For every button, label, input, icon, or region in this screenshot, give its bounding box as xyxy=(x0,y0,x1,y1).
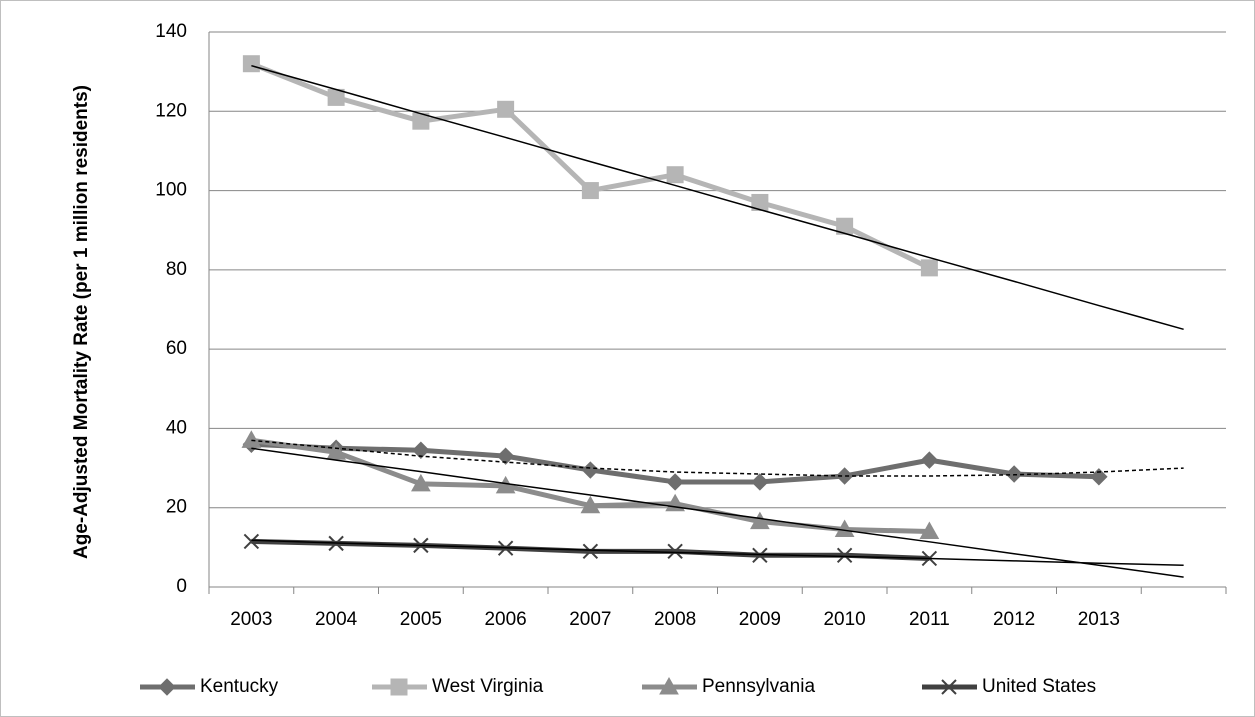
marker xyxy=(411,473,431,492)
x-tick-label: 2003 xyxy=(230,609,272,630)
marker xyxy=(581,182,599,200)
marker xyxy=(241,430,262,448)
marker xyxy=(834,519,855,538)
x-tick-label: 2007 xyxy=(569,609,611,630)
x-tick-label: 2004 xyxy=(315,609,358,630)
marker xyxy=(243,533,260,550)
legend-marker xyxy=(659,676,679,695)
legend-marker xyxy=(390,678,408,696)
legend-label: Kentucky xyxy=(200,676,279,697)
x-tick-label: 2009 xyxy=(739,609,781,630)
legend-item: Kentucky xyxy=(140,676,279,697)
legend-item: United States xyxy=(922,676,1096,697)
marker xyxy=(242,55,260,73)
marker xyxy=(1005,465,1023,483)
legend-item: West Virginia xyxy=(372,676,544,697)
y-tick-label: 120 xyxy=(155,100,187,121)
legend-item: Pennsylvania xyxy=(642,676,815,697)
marker xyxy=(326,442,346,460)
x-tick-label: 2013 xyxy=(1078,609,1120,630)
x-tick-label: 2005 xyxy=(400,609,442,630)
legend-marker xyxy=(158,678,176,696)
marker xyxy=(1090,468,1108,486)
marker xyxy=(496,447,515,465)
x-tick-label: 2011 xyxy=(909,609,950,630)
marker xyxy=(666,166,684,184)
marker xyxy=(582,543,599,560)
marker xyxy=(666,473,684,491)
marker xyxy=(751,473,769,491)
legend-label: West Virginia xyxy=(432,676,544,697)
marker xyxy=(920,451,939,469)
x-tick-label: 2008 xyxy=(654,609,696,630)
marker xyxy=(667,543,683,560)
x-tick-label: 2010 xyxy=(823,609,865,630)
legend-marker xyxy=(941,679,957,695)
x-tick-label: 2012 xyxy=(993,609,1035,630)
marker xyxy=(920,259,938,277)
y-tick-label: 20 xyxy=(166,497,187,518)
x-tick-label: 2006 xyxy=(484,609,526,630)
trendline xyxy=(251,439,1184,477)
marker xyxy=(580,495,601,514)
y-tick-label: 100 xyxy=(155,180,187,201)
y-tick-label: 140 xyxy=(155,21,187,42)
y-tick-label: 60 xyxy=(166,338,187,359)
marker xyxy=(412,441,430,459)
trendline xyxy=(251,64,1184,331)
marker xyxy=(581,461,600,479)
trendline xyxy=(251,539,1184,566)
y-tick-label: 40 xyxy=(166,417,187,438)
marker xyxy=(836,217,854,235)
marker xyxy=(752,547,768,563)
y-tick-label: 80 xyxy=(166,259,187,280)
y-axis-label: Age-Adjusted Mortality Rate (per 1 milli… xyxy=(71,84,92,560)
marker xyxy=(919,521,940,539)
marker xyxy=(495,475,516,494)
legend-label: United States xyxy=(982,676,1096,697)
marker xyxy=(750,511,770,530)
marker xyxy=(497,100,515,118)
marker xyxy=(751,193,769,211)
y-tick-label: 0 xyxy=(176,576,187,597)
legend-label: Pennsylvania xyxy=(702,676,815,697)
marker xyxy=(835,467,854,485)
marker xyxy=(836,547,853,563)
trendline xyxy=(251,447,1184,578)
